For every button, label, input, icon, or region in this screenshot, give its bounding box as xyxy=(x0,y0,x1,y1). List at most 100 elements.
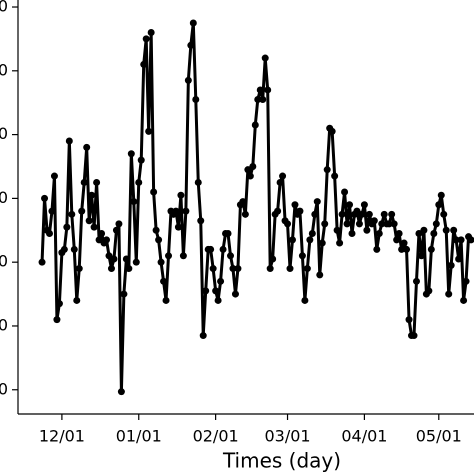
data-point xyxy=(241,210,249,218)
data-point xyxy=(246,172,254,180)
data-point xyxy=(259,96,267,104)
data-point xyxy=(150,188,158,196)
data-point xyxy=(306,236,314,244)
data-point xyxy=(132,258,140,266)
data-point xyxy=(425,287,433,295)
data-point xyxy=(155,236,163,244)
data-point xyxy=(197,217,205,225)
data-point xyxy=(142,35,150,43)
data-point xyxy=(63,223,71,231)
data-point xyxy=(412,277,420,285)
data-point xyxy=(105,252,113,260)
x-tick-label: 05/01 xyxy=(416,427,462,446)
data-point xyxy=(179,252,187,260)
data-point xyxy=(311,210,319,218)
data-point xyxy=(194,178,202,186)
data-point xyxy=(398,245,406,253)
data-point xyxy=(251,121,259,129)
data-point xyxy=(395,229,403,237)
data-point xyxy=(177,191,185,199)
data-point xyxy=(45,229,53,237)
data-point xyxy=(209,265,217,273)
data-point xyxy=(400,239,408,247)
data-point xyxy=(184,76,192,84)
y-tick-label: 40 xyxy=(0,188,8,207)
data-point xyxy=(365,210,373,218)
data-point xyxy=(145,127,153,135)
data-point xyxy=(417,252,425,260)
data-point xyxy=(147,29,155,37)
data-point xyxy=(455,255,463,263)
data-point xyxy=(120,290,128,298)
data-point xyxy=(276,178,284,186)
data-point xyxy=(160,277,168,285)
data-point xyxy=(378,220,386,228)
data-point xyxy=(140,60,148,68)
data-point xyxy=(261,54,269,62)
data-point xyxy=(336,239,344,247)
data-point xyxy=(219,245,227,253)
data-point xyxy=(41,194,49,202)
data-point xyxy=(338,210,346,218)
x-tick-label: 04/01 xyxy=(341,427,387,446)
data-point xyxy=(279,172,287,180)
data-point xyxy=(316,271,324,279)
data-point xyxy=(393,236,401,244)
data-point xyxy=(103,236,111,244)
data-point xyxy=(130,198,138,206)
data-point xyxy=(70,245,78,253)
y-tick-label: 30 xyxy=(0,252,8,271)
data-point xyxy=(85,217,93,225)
data-point xyxy=(348,229,356,237)
y-tick-label: 50 xyxy=(0,124,8,143)
data-point xyxy=(83,143,91,151)
data-point xyxy=(296,207,304,215)
data-point xyxy=(249,162,257,170)
data-point xyxy=(333,226,341,234)
data-point xyxy=(403,245,411,253)
data-point xyxy=(321,220,329,228)
data-point xyxy=(385,220,393,228)
data-point xyxy=(182,207,190,215)
data-point xyxy=(122,255,130,263)
data-point xyxy=(435,201,443,209)
data-point xyxy=(90,223,98,231)
data-point xyxy=(410,332,418,340)
data-point xyxy=(112,226,120,234)
data-point xyxy=(291,201,299,209)
data-point xyxy=(388,210,396,218)
data-point xyxy=(187,41,195,49)
data-point xyxy=(172,207,180,215)
data-point xyxy=(343,220,351,228)
data-point xyxy=(390,220,398,228)
data-point xyxy=(430,229,438,237)
data-point xyxy=(78,207,86,215)
data-point xyxy=(214,296,222,304)
data-point xyxy=(117,388,125,396)
data-point xyxy=(98,229,106,237)
data-point xyxy=(298,252,306,260)
data-point xyxy=(165,252,173,260)
data-point xyxy=(38,258,46,266)
data-point xyxy=(50,172,58,180)
data-point xyxy=(256,86,264,94)
data-point xyxy=(370,217,378,225)
data-point xyxy=(202,287,210,295)
data-point xyxy=(445,290,453,298)
data-point xyxy=(254,96,262,104)
data-point xyxy=(288,236,296,244)
data-point xyxy=(107,265,115,273)
data-point xyxy=(189,19,197,27)
data-point xyxy=(462,277,470,285)
data-point xyxy=(125,265,133,273)
data-point xyxy=(437,191,445,199)
data-point xyxy=(308,229,316,237)
data-point xyxy=(199,332,207,340)
data-point xyxy=(447,261,455,269)
data-point xyxy=(88,191,96,199)
data-point xyxy=(239,198,247,206)
data-point xyxy=(115,220,123,228)
data-point xyxy=(135,178,143,186)
data-point xyxy=(231,290,239,298)
data-point xyxy=(450,226,458,234)
